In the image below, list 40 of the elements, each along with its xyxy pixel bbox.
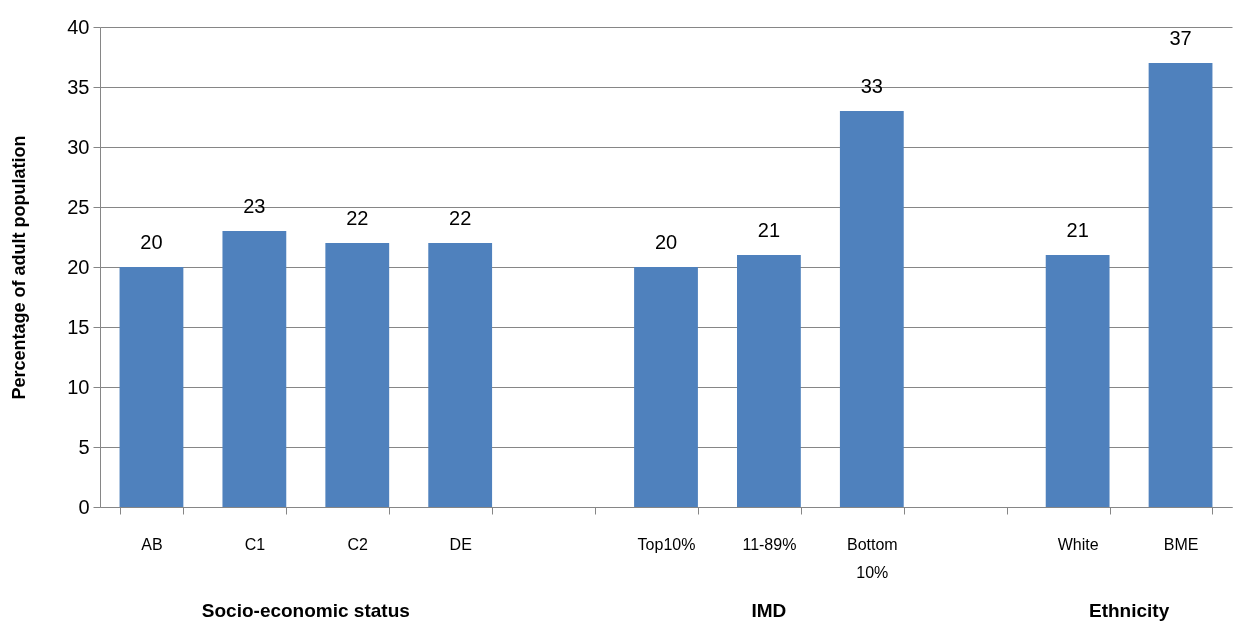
bar (1045, 255, 1110, 507)
data-label: 23 (243, 195, 266, 217)
data-label: 20 (654, 231, 678, 253)
x-tick-label: DE (449, 535, 472, 553)
data-label: 22 (346, 207, 369, 229)
x-tick-label: Top10% (637, 535, 696, 553)
y-tick-label: 20 (67, 255, 90, 278)
data-label: 21 (1066, 219, 1089, 241)
y-axis-title: Percentage of adult population (9, 135, 30, 400)
x-tick-label: Bottom 10% (846, 535, 898, 581)
y-tick-label: 10 (67, 375, 90, 398)
data-label: 37 (1169, 27, 1192, 49)
x-tick-label: 11-89% (742, 535, 797, 553)
x-tick-label: BME (1163, 535, 1199, 553)
y-tick-label: 40 (67, 15, 90, 38)
bar (222, 231, 287, 507)
y-tick-label: 35 (67, 75, 90, 98)
data-label: 21 (757, 219, 781, 241)
bar (737, 255, 801, 507)
x-tick-label: White (1057, 535, 1099, 553)
y-tick-label: 30 (67, 135, 90, 158)
x-tick-label: C1 (244, 535, 266, 553)
data-label: 20 (140, 231, 163, 253)
bar (325, 243, 390, 507)
bar (428, 243, 493, 507)
x-tick-label: C2 (347, 535, 369, 553)
bar (119, 267, 184, 507)
y-tick-label: 15 (67, 315, 90, 338)
y-tick-label: 5 (78, 435, 90, 458)
x-tick-label: AB (141, 535, 163, 553)
y-tick-label: 0 (78, 495, 90, 518)
bar (839, 111, 904, 507)
bar (1148, 63, 1213, 507)
text: IMD (751, 600, 787, 621)
data-label: 33 (860, 75, 883, 97)
text: Socio-economic status (201, 600, 410, 621)
y-tick-label: 25 (67, 195, 90, 218)
text: Ethnicity (1088, 600, 1170, 621)
bar (634, 267, 698, 507)
data-label: 22 (449, 207, 472, 229)
